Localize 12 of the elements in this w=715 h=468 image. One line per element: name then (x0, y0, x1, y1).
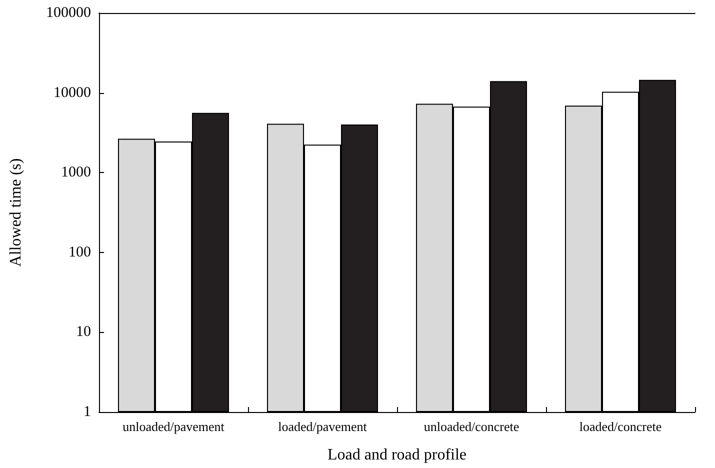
y-tick-label: 1000 (61, 164, 91, 181)
y-tick-label: 10000 (54, 84, 91, 101)
x-tick-label: unloaded/concrete (424, 419, 520, 434)
y-tick-label: 10 (76, 324, 91, 340)
y-tick-label: 100000 (46, 5, 91, 21)
x-tick-label: loaded/concrete (579, 419, 662, 434)
y-tick-label: 1 (84, 404, 91, 420)
x-tick-label: unloaded/pavement (122, 419, 225, 434)
y-axis-title: Allowed time (s) (8, 158, 24, 267)
x-axis-title: Load and road profile (327, 446, 467, 464)
x-tick-label: loaded/pavement (278, 419, 368, 434)
y-tick-label: 100 (68, 244, 91, 260)
